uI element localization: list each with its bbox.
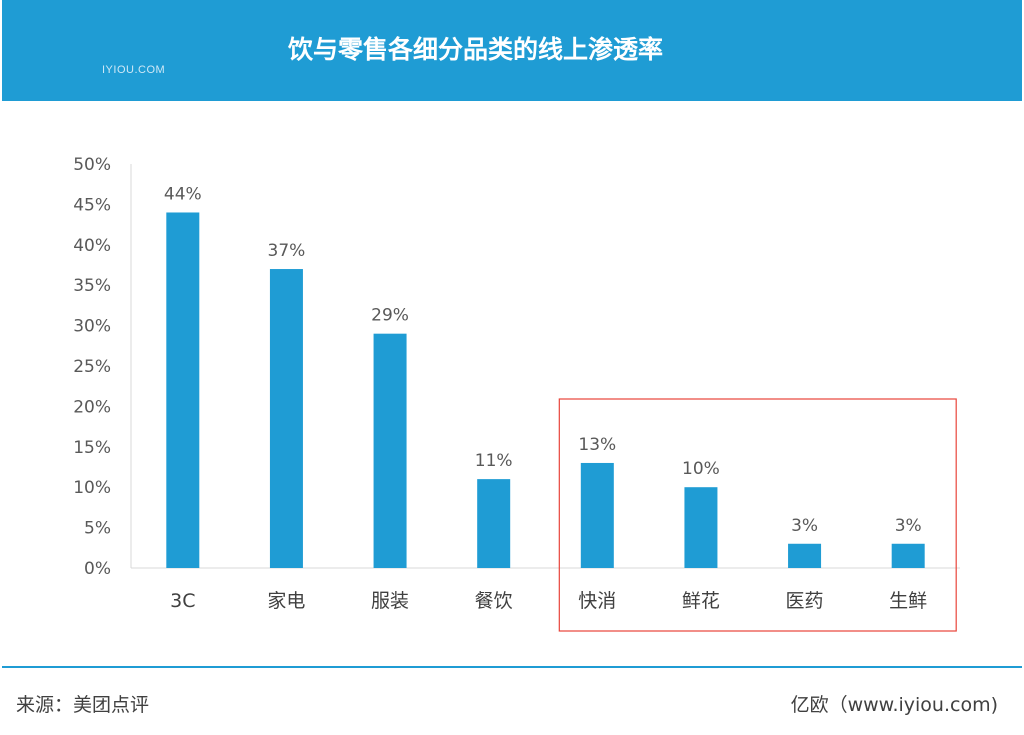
y-tick-label: 0%	[84, 559, 111, 579]
data-label: 11%	[475, 451, 513, 471]
source-note: 来源：美团点评	[16, 694, 150, 716]
data-label: 3%	[895, 516, 922, 536]
x-category-label: 3C	[170, 590, 195, 612]
data-label: 3%	[791, 516, 818, 536]
y-tick-label: 40%	[73, 236, 111, 256]
x-category-label: 鲜花	[682, 590, 720, 612]
highlight-box	[558, 398, 957, 632]
chart-title: 饮与零售各细分品类的线上渗透率	[288, 35, 664, 64]
bar	[580, 462, 614, 568]
y-tick-label: 10%	[73, 478, 111, 498]
y-tick-label: 25%	[73, 357, 111, 377]
y-tick-label: 50%	[73, 155, 111, 175]
bar	[166, 212, 200, 569]
x-category-label: 生鲜	[889, 590, 927, 612]
y-tick-label: 45%	[73, 195, 111, 215]
y-tick-label: 5%	[84, 519, 111, 539]
data-label: 44%	[164, 184, 202, 204]
bar-chart: 0% 5% 10% 15% 20% 25% 30% 35% 40% 45% 50% 44% 3C 37% 家…	[73, 155, 960, 632]
bar	[477, 479, 511, 568]
data-label: 10%	[682, 459, 720, 479]
y-tick-label: 15%	[73, 438, 111, 458]
header-banner: IYIOU.COM 饮与零售各细分品类的线上渗透率	[2, 0, 1022, 101]
x-category-label: 餐饮	[475, 590, 513, 612]
bar	[788, 543, 822, 568]
y-tick-label: 30%	[73, 317, 111, 337]
bar	[684, 487, 718, 568]
site-logo: IYIOU.COM	[102, 64, 166, 76]
bar	[269, 269, 303, 568]
credit-note: 亿欧（www.iyiou.com)	[790, 694, 998, 716]
y-tick-label: 20%	[73, 397, 111, 417]
data-label: 29%	[371, 306, 409, 326]
x-category-label: 服装	[371, 590, 409, 612]
footer-divider	[2, 666, 1022, 668]
bar	[891, 543, 925, 568]
data-label: 13%	[578, 435, 616, 455]
x-category-label: 家电	[267, 590, 305, 612]
y-tick-label: 35%	[73, 276, 111, 296]
data-label: 37%	[268, 241, 306, 261]
x-category-label: 快消	[578, 590, 616, 612]
x-category-label: 医药	[786, 590, 824, 612]
bar	[373, 333, 407, 568]
